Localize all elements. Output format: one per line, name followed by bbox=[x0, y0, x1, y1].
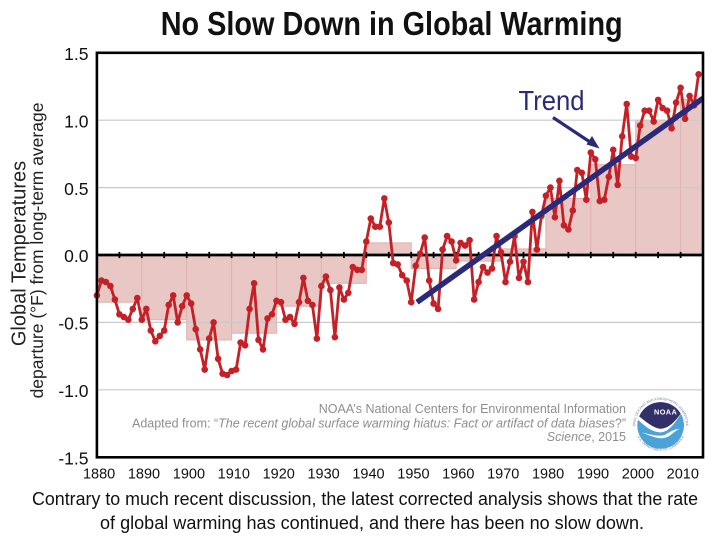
svg-text:-1.5: -1.5 bbox=[58, 448, 88, 468]
svg-text:2000: 2000 bbox=[622, 467, 654, 483]
svg-text:1970: 1970 bbox=[487, 467, 519, 483]
svg-text:1880: 1880 bbox=[83, 467, 115, 483]
svg-text:1890: 1890 bbox=[128, 467, 160, 483]
svg-text:1.0: 1.0 bbox=[64, 111, 89, 131]
svg-text:NOAA’s National Centers for En: NOAA’s National Centers for Environmenta… bbox=[319, 402, 626, 416]
svg-text:1910: 1910 bbox=[218, 467, 250, 483]
svg-text:-1.0: -1.0 bbox=[58, 381, 88, 401]
svg-text:Global Temperatures: Global Temperatures bbox=[9, 161, 31, 346]
svg-text:1980: 1980 bbox=[532, 467, 564, 483]
svg-text:1930: 1930 bbox=[307, 467, 339, 483]
svg-text:0.5: 0.5 bbox=[64, 179, 88, 199]
svg-text:Adapted from: “The recent glob: Adapted from: “The recent global surface… bbox=[132, 417, 626, 431]
svg-text:of global warming has continue: of global warming has continued, and the… bbox=[100, 512, 644, 533]
svg-text:1990: 1990 bbox=[577, 467, 609, 483]
svg-text:1960: 1960 bbox=[442, 467, 474, 483]
svg-text:1920: 1920 bbox=[263, 467, 295, 483]
svg-text:departure (°F) from long-term: departure (°F) from long-term average bbox=[27, 103, 47, 399]
svg-text:1950: 1950 bbox=[397, 467, 429, 483]
svg-text:1940: 1940 bbox=[352, 467, 384, 483]
svg-text:Contrary to much recent discus: Contrary to much recent discussion, the … bbox=[32, 488, 698, 509]
svg-text:Trend: Trend bbox=[519, 85, 585, 116]
svg-text:1900: 1900 bbox=[173, 467, 205, 483]
svg-text:Science, 2015: Science, 2015 bbox=[547, 430, 626, 444]
svg-text:0.0: 0.0 bbox=[64, 246, 89, 266]
svg-text:No Slow Down in Global Warming: No Slow Down in Global Warming bbox=[161, 5, 623, 42]
svg-text:NOAA: NOAA bbox=[654, 408, 677, 417]
svg-text:-0.5: -0.5 bbox=[58, 314, 88, 334]
svg-text:2010: 2010 bbox=[667, 467, 699, 483]
svg-text:1.5: 1.5 bbox=[64, 44, 88, 64]
